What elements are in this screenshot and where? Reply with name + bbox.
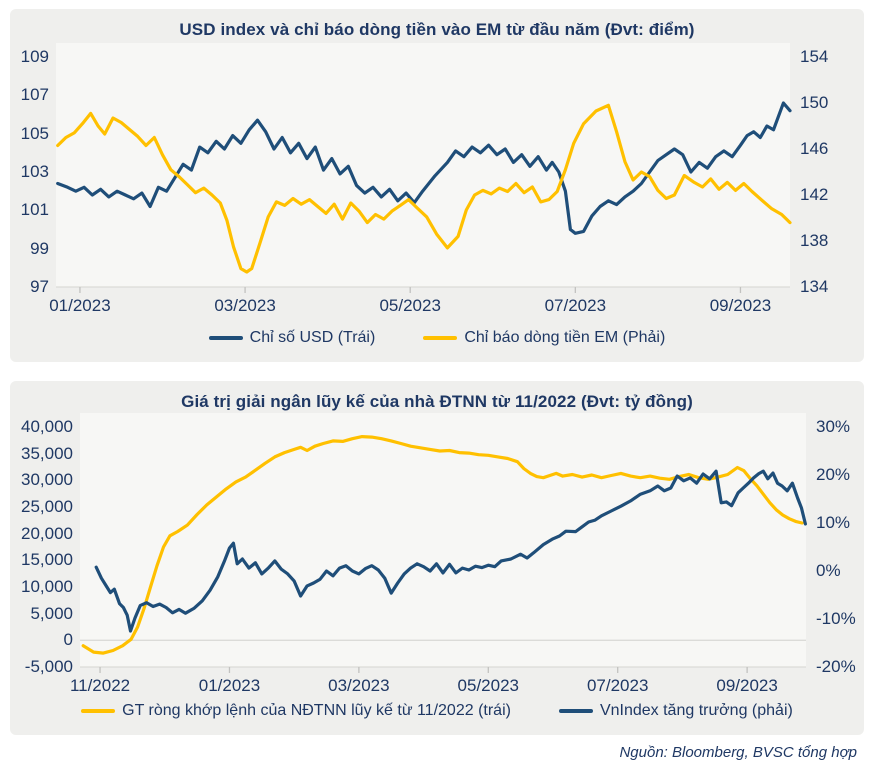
y-axis-right-label: 138 — [800, 231, 829, 250]
y-axis-left-label: 15,000 — [21, 550, 73, 570]
legend-item: Chỉ số USD (Trái) — [208, 329, 376, 347]
x-axis-label: 09/2023 — [716, 676, 778, 695]
legend: GT ròng khớp lệnh của NĐTNN lũy kế từ 11… — [10, 702, 864, 720]
y-axis-right-label: 154 — [800, 47, 829, 66]
y-axis-left-label: 30,000 — [21, 470, 73, 490]
legend-label: Chỉ báo dòng tiền EM (Phải) — [464, 329, 666, 346]
y-axis-left-label: 103 — [20, 162, 49, 181]
y-axis-left-label: 0 — [63, 630, 73, 650]
x-axis-label: 05/2023 — [379, 296, 441, 315]
y-axis-left-label: 10,000 — [21, 577, 73, 596]
series-line — [56, 103, 792, 274]
y-axis-right-label: 150 — [800, 93, 829, 112]
legend-item: VnIndex tăng trưởng (phải) — [558, 702, 793, 720]
legend-label: VnIndex tăng trưởng (phải) — [599, 702, 793, 719]
y-axis-right-label: -20% — [816, 657, 856, 676]
x-axis-label: 07/2023 — [544, 296, 607, 315]
legend-line-swatch — [558, 709, 593, 713]
legend-line-swatch — [81, 709, 116, 713]
y-axis-left-label: 109 — [20, 47, 49, 66]
legend-line-swatch — [423, 336, 458, 340]
legend: Chỉ số USD (Trái) Chỉ báo dòng tiền EM (P… — [10, 329, 864, 347]
y-axis-left-label: 105 — [20, 123, 49, 143]
usd-em-flow-chart-card: USD index và chỉ báo dòng tiền vào EM từ… — [10, 9, 864, 362]
legend-label: GT ròng khớp lệnh của NĐTNN lũy kế từ 11… — [122, 702, 511, 719]
y-axis-right-label: 134 — [800, 277, 829, 296]
series-line — [56, 101, 792, 235]
x-axis-label: 07/2023 — [586, 676, 649, 695]
legend-item: GT ròng khớp lệnh của NĐTNN lũy kế từ 11… — [81, 702, 511, 720]
chart-canvas — [56, 43, 792, 293]
y-axis-left-label: 97 — [30, 277, 49, 296]
legend-item: Chỉ báo dòng tiền EM (Phải) — [423, 329, 665, 347]
x-axis-label: 09/2023 — [709, 296, 772, 315]
legend-label: Chỉ số USD (Trái) — [249, 329, 376, 346]
y-axis-left-label: 101 — [20, 200, 49, 220]
y-axis-left-label: 25,000 — [21, 497, 73, 516]
y-axis-right-label: 146 — [800, 139, 829, 158]
chart-canvas — [80, 413, 808, 673]
chart-title: Giá trị giải ngân lũy kế của nhà ĐTNN từ… — [181, 392, 693, 411]
source-note: Nguồn: Bloomberg, BVSC tổng hợp — [619, 744, 857, 761]
y-axis-right-label: 30% — [816, 417, 851, 436]
legend-line-swatch — [208, 336, 243, 340]
y-axis-left-label: 40,000 — [21, 417, 73, 436]
x-axis-label: 03/2023 — [214, 296, 276, 315]
y-axis-right-label: 20% — [816, 465, 851, 484]
y-axis-right-label: 142 — [800, 185, 829, 204]
x-axis-label: 11/2022 — [69, 676, 131, 695]
y-axis-left-label: 35,000 — [21, 443, 73, 463]
y-axis-left-label: -5,000 — [24, 657, 73, 676]
series-line — [94, 469, 808, 633]
y-axis-left-label: 5,000 — [30, 603, 73, 623]
chart-title: USD index và chỉ báo dòng tiền vào EM từ… — [179, 20, 695, 39]
y-axis-right-label: -10% — [816, 609, 856, 628]
x-axis-label: 05/2023 — [457, 676, 519, 695]
x-axis-label: 01/2023 — [198, 676, 261, 695]
x-axis-label: 01/2023 — [49, 296, 111, 315]
y-axis-left-label: 20,000 — [21, 523, 73, 543]
y-axis-right-label: 10% — [816, 513, 851, 532]
y-axis-right-label: 0% — [816, 561, 841, 580]
x-axis-label: 03/2023 — [328, 676, 390, 695]
y-axis-left-label: 99 — [30, 238, 49, 258]
y-axis-left-label: 107 — [20, 85, 49, 105]
foreign-disbursement-chart-card: Giá trị giải ngân lũy kế của nhà ĐTNN từ… — [10, 381, 864, 735]
